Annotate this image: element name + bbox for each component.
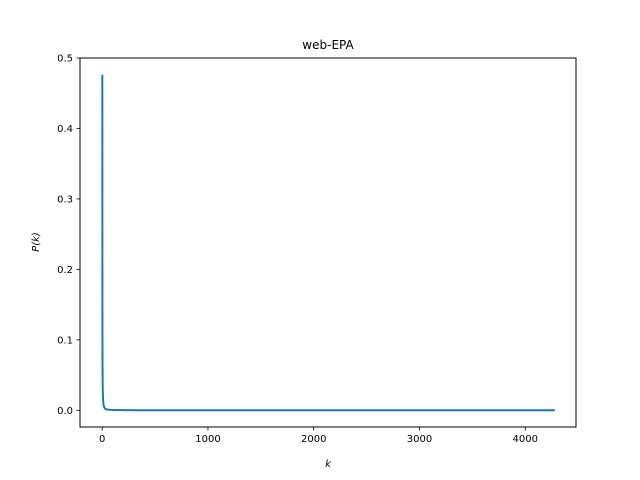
- y-tick-label: 0.5: [57, 54, 73, 65]
- series-line-0: [101, 74, 555, 412]
- x-tick-label: 4000: [513, 434, 538, 445]
- plot-area: [101, 74, 555, 412]
- x-tick-label: 0: [99, 434, 105, 445]
- y-axis-label: P(k): [31, 232, 42, 252]
- y-tick-label: 0.1: [57, 335, 73, 346]
- axis-ticks: 0 1000 2000 3000 4000 0.0 0.1 0.2 0.3 0.4 0.5: [57, 54, 538, 446]
- chart-title: web-EPA: [302, 38, 354, 52]
- x-tick-label: 2000: [301, 434, 326, 445]
- x-axis-label: k: [325, 459, 332, 470]
- y-tick-label: 0.0: [57, 406, 73, 417]
- y-tick-label: 0.3: [57, 194, 73, 205]
- axes-frame: [79, 57, 577, 428]
- x-tick-label: 1000: [195, 434, 220, 445]
- y-tick-label: 0.2: [57, 265, 73, 276]
- x-tick-label: 3000: [407, 434, 432, 445]
- y-tick-label: 0.4: [57, 124, 73, 135]
